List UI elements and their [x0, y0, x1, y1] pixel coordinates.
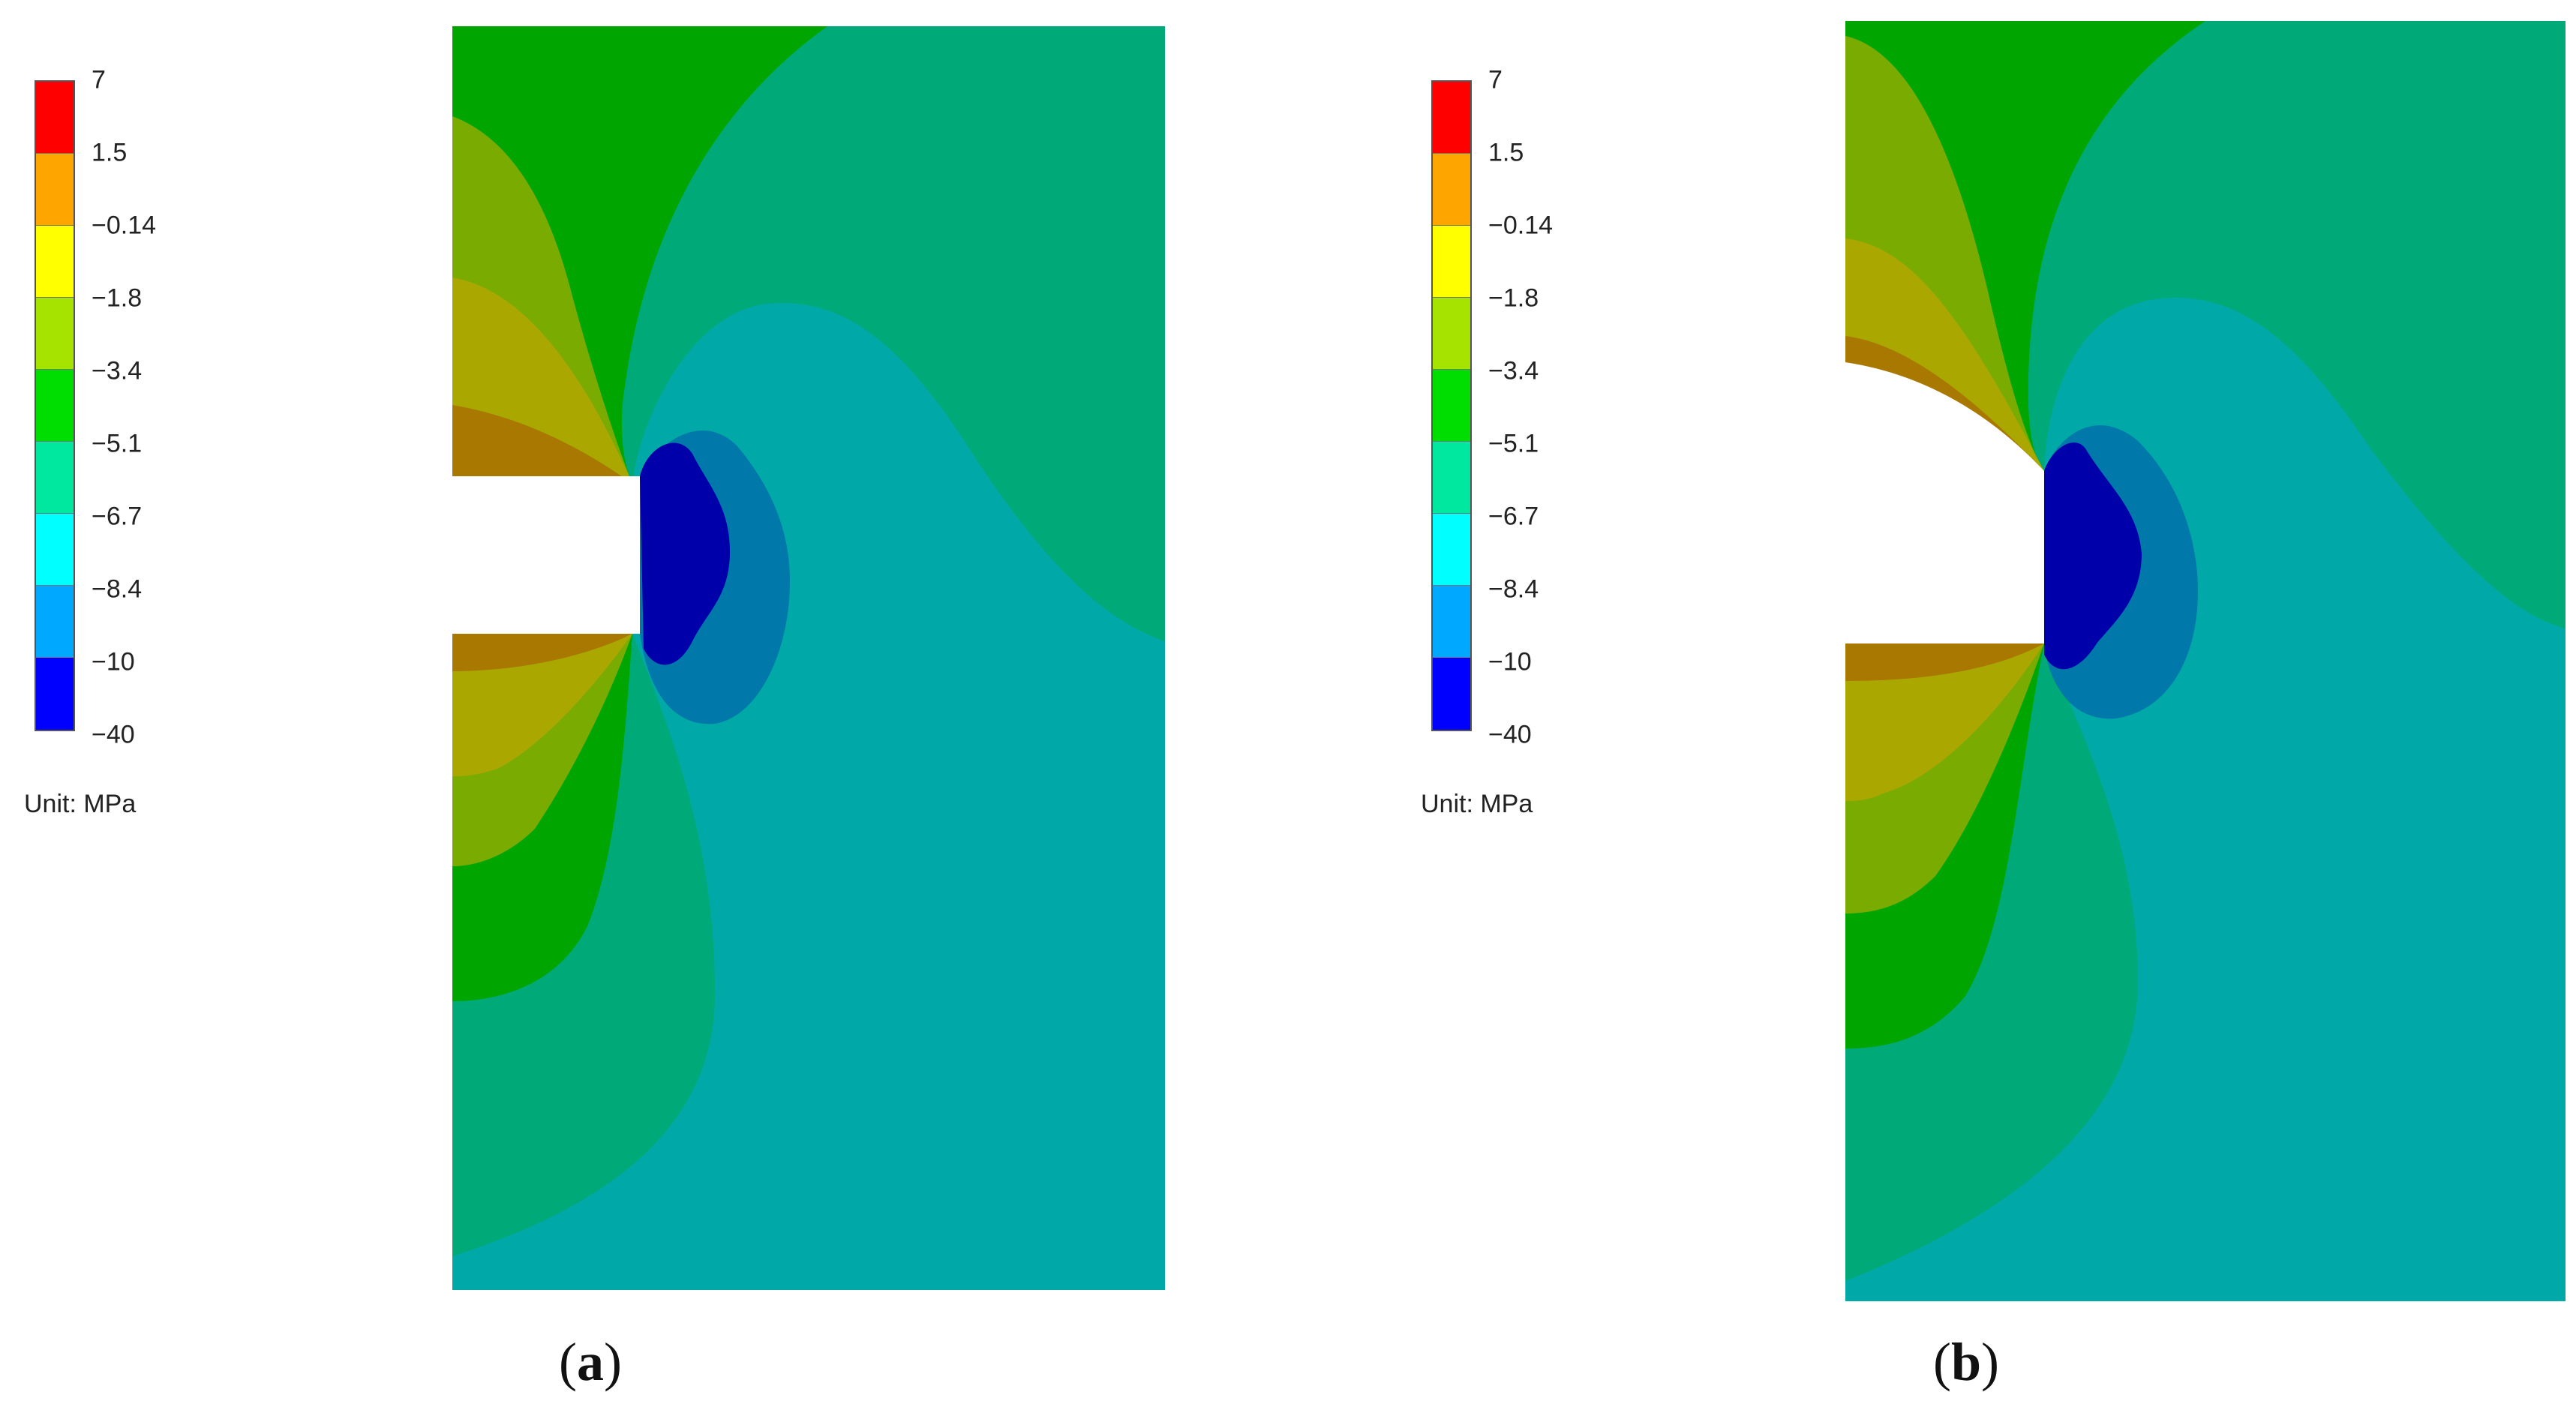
stress-contour-plot	[452, 26, 1165, 1290]
legend-color-bar	[35, 80, 75, 731]
color-legend: 7 1.5 −0.14 −1.8 −3.4 −5.1 −6.7 −8.4 −10…	[23, 64, 248, 926]
legend-label: 1.5	[1488, 138, 1524, 167]
legend-label: −0.14	[92, 211, 157, 240]
unit-label: Unit: MPa	[1421, 790, 1533, 818]
legend-label: −1.8	[92, 284, 143, 313]
legend-label: 1.5	[92, 138, 128, 167]
legend-swatch	[36, 154, 74, 226]
legend-label: −6.7	[1488, 502, 1539, 531]
caption-open: (	[559, 1332, 577, 1392]
legend-label: 7	[1488, 65, 1503, 94]
legend-swatch	[1433, 82, 1470, 154]
caption-letter: b	[1950, 1332, 1982, 1392]
legend-label: −8.4	[1488, 574, 1539, 604]
contour-band-navy	[640, 442, 730, 665]
panel-b: 7 1.5 −0.14 −1.8 −3.4 −5.1 −6.7 −8.4 −10…	[1288, 0, 2576, 1419]
contour-band-gold-lower	[452, 634, 632, 776]
legend-swatch	[1433, 442, 1470, 514]
panel-a: 7 1.5 −0.14 −1.8 −3.4 −5.1 −6.7 −8.4 −10…	[23, 26, 1165, 1394]
legend-label: −1.8	[1488, 284, 1539, 313]
excavation-cutout	[452, 476, 640, 634]
contour-band-navy	[2044, 442, 2142, 670]
legend-label: −3.4	[92, 356, 143, 386]
contour-band-gold-lower	[1845, 644, 2044, 801]
legend-swatch	[36, 658, 74, 730]
caption-close: )	[1981, 1332, 2000, 1392]
legend-label: −8.4	[92, 574, 143, 604]
legend-swatch	[1433, 154, 1470, 226]
legend-swatch	[36, 586, 74, 658]
legend-label: −0.14	[1488, 211, 1554, 240]
legend-label: −5.1	[1488, 429, 1539, 458]
legend-swatch	[36, 82, 74, 154]
unit-label: Unit: MPa	[24, 790, 137, 818]
legend-swatch	[1433, 514, 1470, 586]
legend-color-bar	[1431, 80, 1472, 731]
color-legend: 7 1.5 −0.14 −1.8 −3.4 −5.1 −6.7 −8.4 −10…	[1419, 64, 1644, 926]
legend-swatch	[36, 442, 74, 514]
legend-swatch	[1433, 298, 1470, 370]
legend-label: −10	[1488, 647, 1532, 676]
legend-label: −6.7	[92, 502, 143, 531]
legend-swatch	[36, 514, 74, 586]
legend-label: −40	[1488, 720, 1532, 749]
stress-contour-plot	[1845, 21, 2565, 1301]
caption-close: )	[603, 1332, 622, 1392]
legend-swatch	[1433, 226, 1470, 298]
legend-label: −3.4	[1488, 356, 1539, 386]
legend-swatch	[1433, 370, 1470, 442]
caption-letter: a	[576, 1332, 604, 1392]
legend-swatch	[1433, 586, 1470, 658]
contour-band-brown	[452, 405, 632, 484]
excavation-cutout	[1845, 362, 2044, 644]
panel-caption: (b)	[1933, 1331, 1999, 1394]
caption-open: (	[1933, 1332, 1951, 1392]
legend-label: −5.1	[92, 429, 143, 458]
legend-swatch	[36, 370, 74, 442]
legend-label: 7	[92, 65, 106, 94]
panel-caption: (a)	[559, 1331, 622, 1394]
contour-band-brown-lower	[1845, 644, 2044, 681]
legend-label: −40	[92, 720, 135, 749]
legend-swatch	[36, 298, 74, 370]
contour-band-brown-lower	[452, 634, 632, 671]
legend-swatch	[1433, 658, 1470, 730]
legend-swatch	[36, 226, 74, 298]
legend-label: −10	[92, 647, 135, 676]
